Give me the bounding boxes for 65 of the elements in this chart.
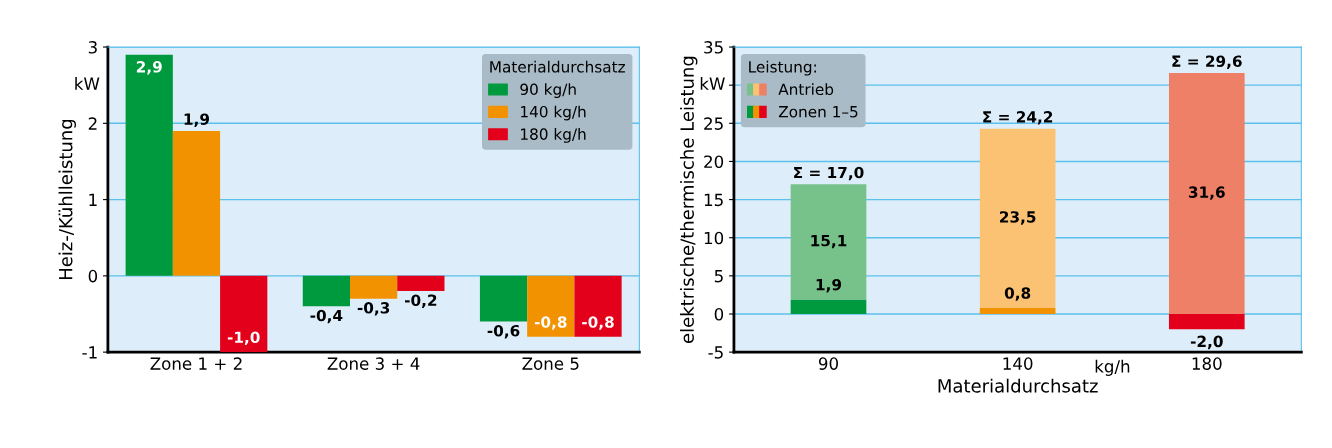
legend-label: 90 kg/h (520, 83, 576, 98)
legend-title: Leistung: (749, 60, 816, 76)
bar (125, 54, 173, 276)
x-tick-label: Zone 1 + 2 (150, 357, 242, 370)
y-axis-title: Heiz-/Kühlleistung (58, 119, 76, 280)
data-label: 1,9 (816, 278, 842, 293)
legend-label: Antrieb (778, 83, 834, 96)
data-label: 2,9 (136, 61, 162, 75)
bar (979, 307, 1056, 314)
x-tick-label: 140 (1003, 357, 1033, 370)
y-tick-label: 10 (704, 231, 724, 245)
bar (172, 130, 221, 276)
data-label: 0,8 (1004, 287, 1031, 301)
bar (527, 275, 575, 337)
text: kg/h (1095, 359, 1130, 376)
x-tick-label: 90 (818, 357, 838, 370)
bar (1168, 72, 1245, 314)
data-label: -0,8 (582, 316, 614, 330)
y-tick-label: 15 (704, 193, 723, 207)
y-tick-label: 2 (88, 117, 97, 130)
y-tick-label: -1 (82, 346, 97, 359)
bar (574, 275, 622, 337)
data-label: -2,0 (1190, 335, 1223, 350)
y-tick-label: 0 (88, 269, 98, 283)
y-tick-label: 25 (704, 117, 723, 130)
bar (302, 275, 351, 307)
bar (479, 275, 528, 322)
y-tick-label: 0 (714, 307, 724, 321)
bar (220, 275, 268, 353)
y-tick-label: 20 (704, 155, 724, 169)
legend-label: 180 kg/h (521, 128, 586, 143)
bar (790, 299, 867, 314)
total-label: Σ = 29,6 (1172, 55, 1242, 69)
data-label: 1,9 (184, 113, 210, 127)
legend-label: Zonen 1–5 (778, 106, 858, 118)
bar (979, 128, 1056, 308)
y-tick-label: 35 (704, 41, 723, 54)
legend-title: Materialdurchsatz (490, 60, 625, 73)
data-label: -1,0 (227, 331, 260, 346)
total-label: Σ = 24,2 (983, 111, 1053, 125)
y-tick-label: 1 (89, 193, 97, 206)
data-label: -0,2 (404, 294, 437, 308)
y-tick-label: 5 (714, 270, 723, 283)
data-label: -0,3 (357, 302, 390, 316)
data-label: 15,1 (811, 234, 847, 249)
legend-label: 140 kg/h (521, 105, 586, 121)
total-label: Σ = 17,0 (794, 166, 864, 181)
data-label: 31,6 (1188, 186, 1225, 200)
bar (350, 275, 398, 299)
y-tick-label: 3 (88, 41, 97, 54)
x-tick-label: Zone 3 + 4 (327, 357, 420, 370)
bar (1168, 313, 1245, 330)
y-axis-title: elektrische/thermische Leistung (679, 56, 698, 344)
bar (397, 275, 445, 292)
y-tick-label: -5 (708, 346, 723, 359)
x-axis-title: Materialdurchsatz (938, 378, 1098, 393)
x-tick-label: 180 (1192, 357, 1222, 370)
data-label: 23,5 (1000, 211, 1036, 225)
data-label: -0,8 (534, 316, 567, 330)
data-label: -0,4 (310, 309, 343, 324)
bar (790, 184, 867, 300)
text: kW (75, 77, 100, 90)
data-label: -0,6 (487, 324, 520, 339)
x-tick-label: Zone 5 (522, 357, 579, 370)
text: kW (700, 77, 725, 90)
